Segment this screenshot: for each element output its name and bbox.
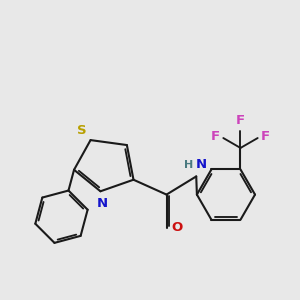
Text: N: N xyxy=(97,197,108,210)
Text: H: H xyxy=(184,160,194,170)
Text: O: O xyxy=(171,221,182,234)
Text: N: N xyxy=(196,158,207,172)
Text: F: F xyxy=(261,130,270,143)
Text: F: F xyxy=(236,115,245,128)
Text: S: S xyxy=(77,124,87,137)
Text: F: F xyxy=(211,130,220,143)
